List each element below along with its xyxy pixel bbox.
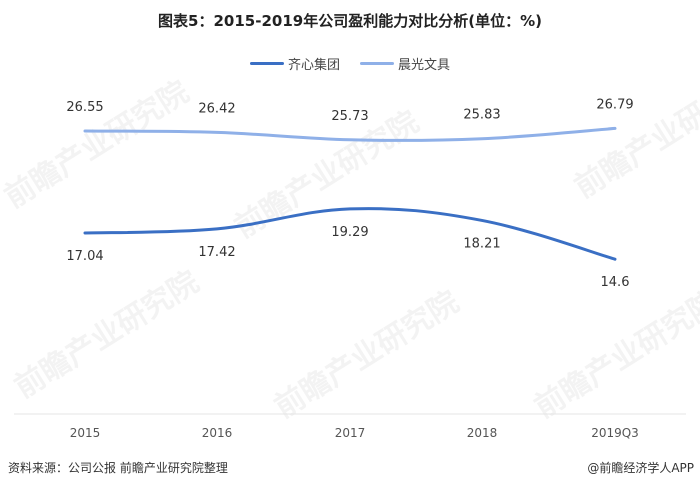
data-label: 26.79: [596, 97, 633, 112]
source-note: 资料来源：公司公报 前瞻产业研究院整理: [8, 461, 228, 475]
data-label: 17.42: [198, 245, 235, 260]
data-label: 18.21: [463, 236, 500, 251]
series-line-chenguang: [83, 126, 617, 142]
data-label: 26.42: [198, 101, 235, 116]
data-label: 25.83: [463, 108, 500, 123]
data-label: 14.6: [601, 275, 630, 290]
x-tick-label: 2017: [335, 426, 366, 440]
credit-note: @前瞻经济学人APP: [587, 461, 694, 475]
plot-area: 17.04 17.42 19.29 18.21 14.6 26.55 26.42 25.73 2…: [66, 97, 638, 440]
legend-swatch-icon: [360, 62, 394, 65]
data-label: 17.04: [66, 249, 103, 264]
data-label: 26.55: [66, 100, 103, 115]
legend-label: 齐心集团: [287, 58, 340, 73]
legend-label: 晨光文具: [398, 58, 451, 73]
legend-item-qixin[interactable]: 齐心集团: [249, 54, 340, 73]
data-label: 19.29: [331, 225, 368, 240]
chart-title: 图表5：2015-2019年公司盈利能力对比分析(单位：%): [158, 12, 542, 30]
data-label: 25.73: [331, 109, 368, 124]
x-tick-label: 2019Q3: [591, 426, 639, 440]
x-tick-label: 2016: [202, 426, 233, 440]
x-tick-label: 2018: [467, 426, 498, 440]
x-tick-label: 2015: [70, 426, 101, 440]
legend-item-chenguang[interactable]: 晨光文具: [360, 54, 450, 73]
legend: 齐心集团 晨光文具: [0, 54, 700, 73]
series-line-qixin: [83, 207, 617, 261]
legend-swatch-icon: [249, 62, 284, 65]
